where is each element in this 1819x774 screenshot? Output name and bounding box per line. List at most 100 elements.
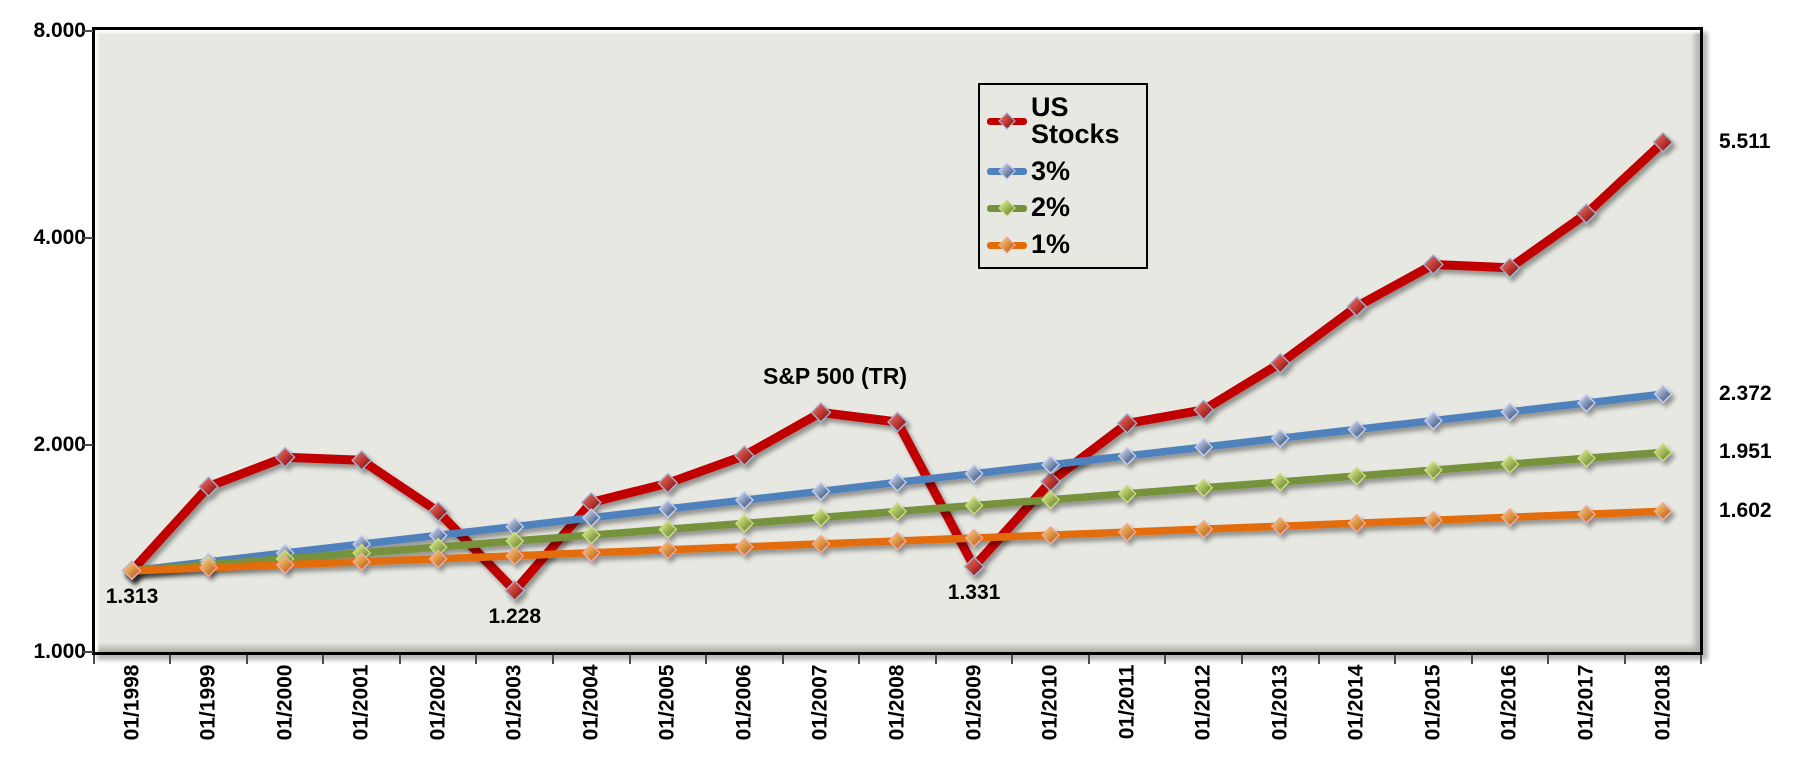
data-point-marker [658, 519, 678, 539]
series-1% [122, 501, 1673, 581]
data-point-marker [1500, 507, 1520, 527]
x-axis-label: 01/2012 [1191, 664, 1215, 741]
x-axis-tick [1087, 655, 1090, 664]
legend-item-label: US Stocks [1031, 91, 1120, 149]
data-point-marker [963, 556, 985, 578]
data-point-marker [1270, 428, 1290, 448]
y-axis-label: 1.000 [33, 640, 86, 663]
x-axis-tick [1317, 655, 1320, 664]
data-point-marker [810, 402, 832, 423]
data-point-marker [1422, 254, 1444, 276]
data-point-marker [1499, 257, 1521, 279]
x-axis-tick [1394, 655, 1397, 664]
data-point-marker [1347, 466, 1367, 486]
data-point-marker [1575, 203, 1597, 225]
data-point-marker [811, 507, 831, 527]
data-point-marker [734, 513, 754, 533]
data-point-marker [1041, 455, 1061, 475]
x-axis-label: 01/2002 [426, 664, 450, 741]
x-axis-label: 01/2004 [579, 664, 603, 741]
x-axis-label: 01/2013 [1268, 664, 1292, 741]
data-point-marker [733, 445, 755, 467]
x-axis-tick [1164, 655, 1167, 664]
x-axis-label: 01/2016 [1497, 664, 1521, 741]
x-axis-label: 01/2018 [1651, 664, 1674, 741]
y-axis-tick [83, 444, 93, 446]
x-axis-tick [1011, 655, 1014, 664]
series-2% [122, 442, 1673, 581]
data-point-marker [1193, 399, 1215, 421]
data-point-marker [1347, 513, 1367, 533]
data-point-marker [122, 561, 142, 581]
x-axis-tick [322, 655, 325, 664]
data-point-marker [1423, 411, 1443, 431]
x-axis-label: 01/2000 [273, 664, 297, 741]
data-point-marker [505, 546, 525, 566]
legend: US Stocks 3% 2% 1% [978, 83, 1148, 269]
end-value-label: 5.511 [1719, 130, 1771, 154]
data-point-marker [1652, 131, 1674, 153]
data-point-marker [1576, 448, 1596, 468]
legend-marker-icon [987, 235, 1027, 254]
data-point-marker [1270, 516, 1290, 536]
data-point-marker [351, 449, 373, 471]
x-axis-label: 01/2014 [1344, 664, 1368, 741]
y-axis-tick [83, 237, 93, 239]
data-point-marker [1117, 522, 1137, 542]
data-point-marker [734, 537, 754, 557]
data-point-marker [887, 411, 908, 433]
data-point-marker [888, 472, 907, 492]
chart-canvas [121, 131, 1674, 602]
x-axis-label: 01/1999 [196, 664, 220, 741]
x-axis-tick [934, 655, 937, 664]
x-axis-label: 01/2007 [808, 664, 832, 741]
x-axis-label: 01/2017 [1574, 664, 1598, 741]
data-point-marker [1117, 484, 1137, 504]
legend-item-label: 1% [1031, 229, 1071, 260]
legend-item-1pct: 1% [986, 231, 1146, 258]
data-point-marker [1270, 472, 1290, 492]
x-axis-tick [1623, 655, 1626, 664]
point-value-label: 1.331 [947, 580, 1001, 604]
data-point-marker [581, 543, 601, 563]
x-axis-tick [475, 655, 478, 664]
data-point-marker [964, 528, 984, 548]
y-axis-tick [83, 651, 93, 653]
legend-item-us-stocks: US Stocks [986, 91, 1146, 149]
y-axis-tick [83, 30, 93, 32]
data-point-marker [1194, 478, 1214, 498]
x-axis-label: 01/2008 [885, 664, 909, 741]
data-point-marker [198, 476, 220, 498]
data-point-marker [274, 446, 296, 468]
data-point-marker [275, 555, 295, 575]
x-axis-tick [398, 655, 401, 664]
data-point-marker [581, 525, 601, 545]
x-axis-tick [781, 655, 784, 664]
data-point-marker [964, 464, 984, 484]
data-point-marker [1576, 504, 1596, 524]
data-point-marker [1347, 419, 1367, 439]
data-point-marker [1653, 384, 1673, 404]
data-point-marker [1576, 393, 1596, 413]
x-axis-label: 01/2006 [732, 664, 756, 741]
x-axis-label: 01/2005 [655, 664, 679, 741]
data-point-marker [1500, 402, 1520, 422]
legend-item-2pct: 2% [986, 194, 1146, 221]
data-point-marker [352, 552, 372, 572]
legend-item-label: 2% [1031, 192, 1071, 223]
x-axis-tick [1240, 655, 1243, 664]
data-point-marker [658, 540, 678, 560]
x-axis-tick [705, 655, 708, 664]
series-annotation-sp500: S&P 500 (TR) [762, 363, 907, 389]
x-axis-tick [92, 655, 95, 664]
data-point-marker [199, 558, 219, 578]
data-point-marker [428, 549, 448, 569]
data-point-marker [658, 499, 678, 519]
x-axis-label: 01/2009 [962, 664, 986, 741]
x-axis-label: 01/2001 [349, 664, 373, 741]
x-axis-label: 01/2011 [1115, 664, 1139, 740]
data-point-marker [1653, 442, 1673, 462]
x-axis-tick [169, 655, 172, 664]
data-point-marker [1041, 490, 1061, 510]
